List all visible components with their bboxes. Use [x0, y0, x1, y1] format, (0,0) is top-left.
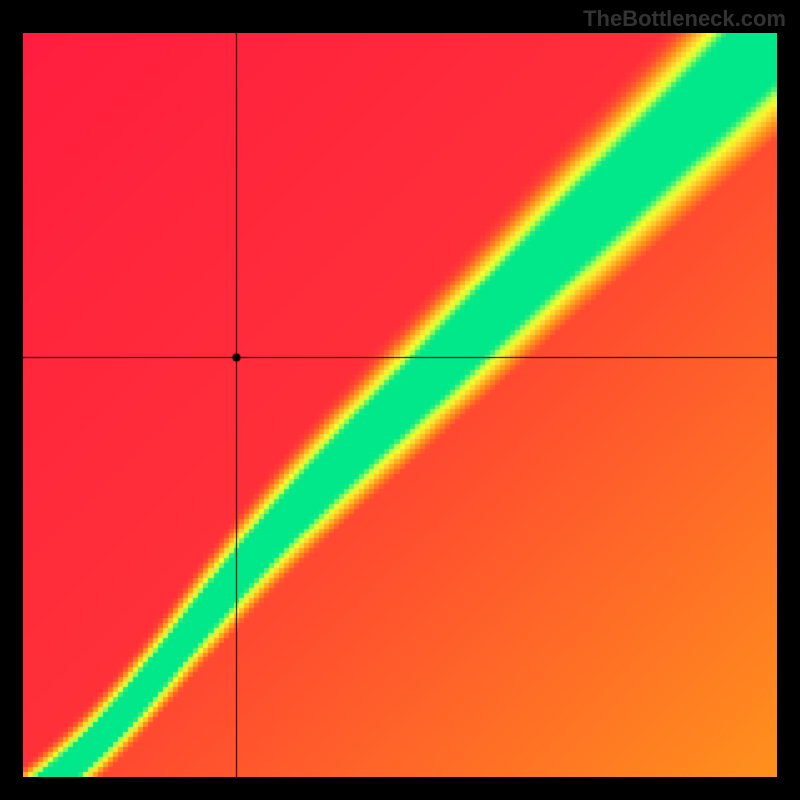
- heatmap-plot: [23, 33, 777, 777]
- attribution-text: TheBottleneck.com: [583, 6, 786, 32]
- chart-container: TheBottleneck.com: [0, 0, 800, 800]
- heatmap-canvas: [23, 33, 777, 777]
